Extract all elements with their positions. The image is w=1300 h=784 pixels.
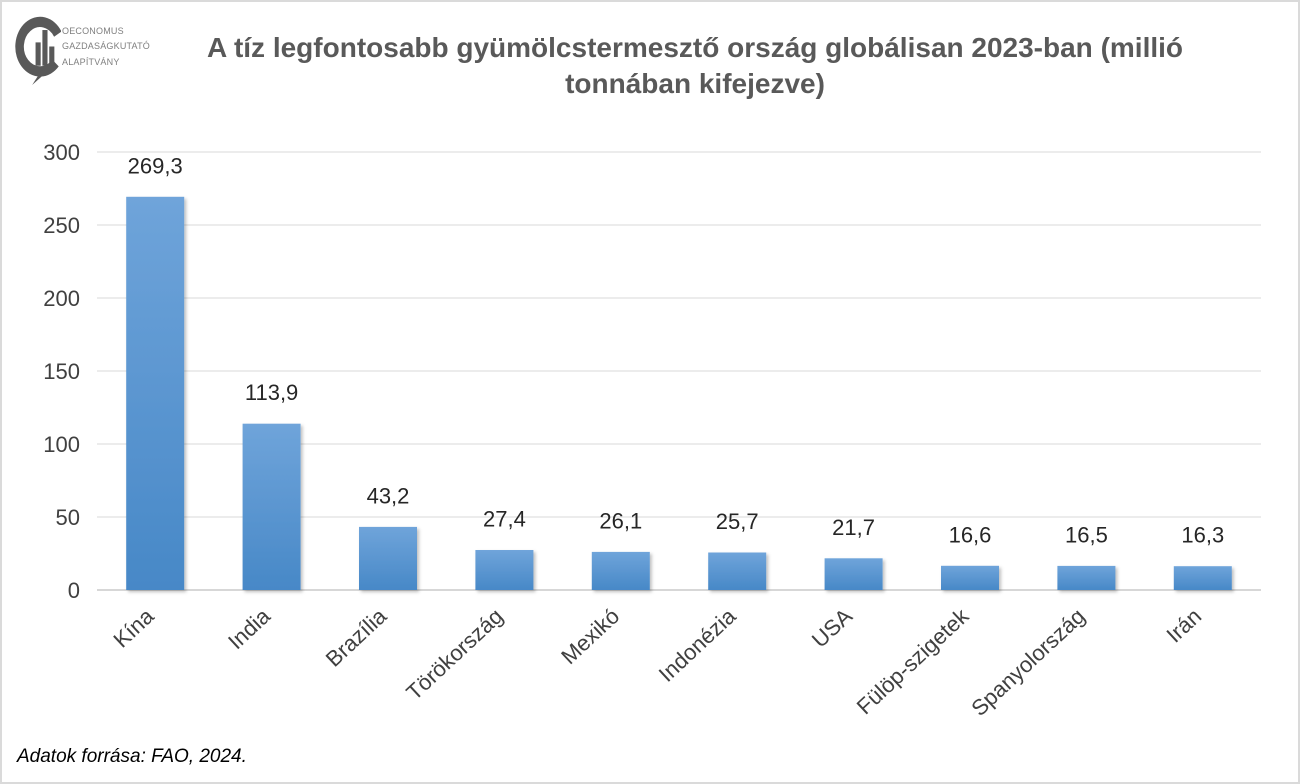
svg-text:Indonézia: Indonézia [654,603,741,687]
svg-text:250: 250 [43,213,80,238]
svg-text:100: 100 [43,432,80,457]
svg-text:Fülöp-szigetek: Fülöp-szigetek [852,603,974,720]
svg-text:Spanyolország: Spanyolország [966,603,1089,721]
svg-text:Irán: Irán [1161,603,1206,647]
svg-text:USA: USA [807,603,857,652]
svg-text:113,9: 113,9 [245,380,298,405]
svg-text:43,2: 43,2 [367,483,410,508]
svg-text:269,3: 269,3 [128,153,183,178]
svg-text:200: 200 [43,286,80,311]
svg-text:Brazília: Brazília [321,603,392,672]
svg-text:26,1: 26,1 [599,508,642,533]
svg-text:Törökország: Törökország [401,603,507,705]
svg-text:50: 50 [56,505,80,530]
svg-text:25,7: 25,7 [716,509,759,534]
svg-text:150: 150 [43,359,80,384]
svg-text:Kína: Kína [108,603,159,653]
svg-text:Mexikó: Mexikó [556,603,624,669]
svg-text:300: 300 [43,140,80,165]
svg-text:21,7: 21,7 [832,515,875,540]
svg-text:16,6: 16,6 [949,522,992,547]
svg-text:India: India [223,603,275,654]
svg-text:16,5: 16,5 [1065,522,1108,547]
svg-text:16,3: 16,3 [1181,523,1224,548]
svg-text:0: 0 [68,578,80,603]
svg-text:27,4: 27,4 [483,507,526,532]
